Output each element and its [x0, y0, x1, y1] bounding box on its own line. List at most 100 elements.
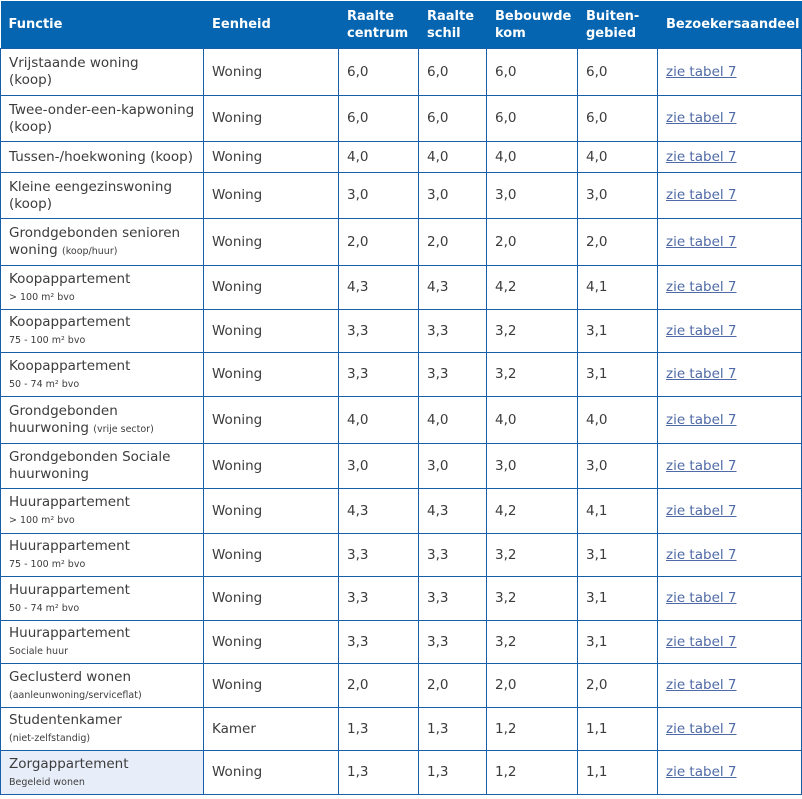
cell-bezoekersaandeel: zie tabel 7	[657, 218, 802, 266]
cell-value: 3,1	[577, 576, 658, 621]
cell-functie: Koopappartement > 100 m² bvo	[0, 265, 204, 310]
cell-value: 4,0	[338, 141, 419, 173]
zie-tabel-7-link[interactable]: zie tabel 7	[666, 546, 737, 563]
cell-value: 3,0	[418, 443, 487, 489]
cell-value: 2,0	[338, 663, 419, 708]
functie-label: Twee-onder-een-kapwoning	[9, 101, 195, 118]
zie-tabel-7-link[interactable]: zie tabel 7	[666, 366, 737, 382]
functie-label: Huurappartement	[9, 581, 130, 598]
cell-value: 1,3	[418, 750, 487, 795]
zie-tabel-7-link[interactable]: zie tabel 7	[666, 148, 737, 165]
cell-value: 3,3	[338, 576, 419, 621]
cell-functie: Studentenkamer (niet-zelfstandig)	[0, 707, 204, 751]
cell-eenheid: Woning	[203, 750, 339, 795]
table-row: Huurappartement Sociale huur Woning 3,3 3,3 3…	[0, 620, 802, 664]
functie-label: Grondgebonden senioren	[9, 225, 181, 241]
zie-tabel-7-link[interactable]: zie tabel 7	[666, 457, 737, 474]
table-row: Koopappartement 75 - 100 m² bvo Woning 3,3 3…	[0, 309, 802, 353]
cell-value: 3,3	[418, 533, 487, 577]
cell-value: 3,0	[418, 172, 487, 219]
cell-value: 4,2	[486, 265, 578, 310]
cell-functie: Koopappartement 50 - 74 m² bvo	[0, 352, 204, 397]
header-label: schil	[427, 25, 461, 41]
cell-value: 3,0	[577, 443, 658, 489]
functie-sublabel: Begeleid wonen	[9, 776, 85, 788]
cell-bezoekersaandeel: zie tabel 7	[657, 663, 802, 708]
zie-tabel-7-link[interactable]: zie tabel 7	[666, 233, 737, 250]
cell-eenheid: Woning	[203, 265, 339, 310]
zie-tabel-7-link[interactable]: zie tabel 7	[666, 411, 737, 428]
cell-eenheid: Woning	[203, 533, 339, 577]
zie-tabel-7-link[interactable]: zie tabel 7	[666, 764, 737, 780]
zie-tabel-7-link[interactable]: zie tabel 7	[666, 502, 737, 519]
functie-label-line2: (koop)	[9, 72, 52, 88]
table-row: Koopappartement > 100 m² bvo Woning 4,3 4,3 4…	[0, 265, 802, 310]
cell-value: 6,0	[338, 48, 419, 96]
cell-bezoekersaandeel: zie tabel 7	[657, 352, 802, 397]
cell-functie: Zorgappartement Begeleid wonen	[0, 750, 204, 795]
header-label: Functie	[8, 17, 63, 32]
cell-bezoekersaandeel: zie tabel 7	[657, 443, 802, 489]
table-row: Grondgebonden Sociale huurwoning Woning 3,0…	[0, 443, 802, 489]
zie-tabel-7-link[interactable]: zie tabel 7	[666, 677, 737, 693]
functie-label: Huurappartement	[9, 494, 130, 510]
cell-value: 3,3	[338, 309, 419, 353]
cell-value: 1,3	[338, 750, 419, 795]
cell-bezoekersaandeel: zie tabel 7	[657, 533, 802, 577]
zie-tabel-7-link[interactable]: zie tabel 7	[666, 590, 737, 606]
cell-bezoekersaandeel: zie tabel 7	[657, 172, 802, 219]
cell-eenheid: Woning	[203, 396, 339, 444]
functie-sublabel: (vrije sector)	[93, 424, 154, 435]
cell-value: 1,3	[418, 707, 487, 751]
functie-label-line2: huurwoning	[9, 466, 89, 482]
cell-value: 2,0	[577, 663, 658, 708]
cell-eenheid: Woning	[203, 620, 339, 664]
functie-label-line2: (koop)	[9, 118, 52, 135]
cell-bezoekersaandeel: zie tabel 7	[657, 48, 802, 96]
cell-bezoekersaandeel: zie tabel 7	[657, 265, 802, 310]
functie-label: Tussen-/hoekwoning (koop)	[9, 148, 194, 165]
cell-value: 3,3	[338, 620, 419, 664]
cell-value: 2,0	[338, 218, 419, 266]
table-row: Koopappartement 50 - 74 m² bvo Woning 3,3 3,…	[0, 352, 802, 397]
cell-eenheid: Woning	[203, 488, 339, 534]
zie-tabel-7-link[interactable]: zie tabel 7	[666, 187, 737, 203]
cell-functie: Grondgebonden Sociale huurwoning	[0, 443, 204, 489]
functie-label: Huurappartement	[9, 538, 130, 554]
zie-tabel-7-link[interactable]: zie tabel 7	[666, 633, 737, 650]
cell-value: 3,0	[486, 443, 578, 489]
cell-functie: Tussen-/hoekwoning (koop)	[0, 141, 204, 173]
header-row: Functie Eenheid Raalte centrum Raalte schil Be…	[0, 1, 802, 49]
table-row: Twee-onder-een-kapwoning (koop) Woning 6,0 6…	[0, 95, 802, 142]
functie-label: Huurappartement	[9, 625, 130, 641]
zie-tabel-7-link[interactable]: zie tabel 7	[666, 63, 737, 80]
zie-tabel-7-link[interactable]: zie tabel 7	[666, 720, 737, 737]
zie-tabel-7-link[interactable]: zie tabel 7	[666, 279, 737, 295]
cell-functie: Grondgebonden huurwoning (vrije sector)	[0, 396, 204, 444]
cell-value: 4,0	[486, 141, 578, 173]
cell-value: 4,0	[338, 396, 419, 444]
cell-bezoekersaandeel: zie tabel 7	[657, 95, 802, 142]
functie-sublabel: 75 - 100 m² bvo	[9, 335, 86, 346]
cell-value: 6,0	[577, 48, 658, 96]
cell-value: 4,0	[418, 141, 487, 173]
functie-sublabel: 75 - 100 m² bvo	[9, 559, 86, 570]
cell-value: 3,1	[577, 620, 658, 664]
cell-value: 3,2	[486, 576, 578, 621]
functie-label-line2: (koop)	[9, 195, 52, 212]
zie-tabel-7-link[interactable]: zie tabel 7	[666, 110, 737, 126]
cell-bezoekersaandeel: zie tabel 7	[657, 576, 802, 621]
functie-label: Kleine eengezinswoning	[9, 178, 173, 195]
functie-sublabel: 50 - 74 m² bvo	[9, 602, 80, 614]
zie-tabel-7-link[interactable]: zie tabel 7	[666, 322, 737, 339]
cell-eenheid: Woning	[203, 663, 339, 708]
header-label: Bezoekersaandeel	[666, 17, 800, 32]
cell-value: 1,2	[486, 707, 578, 751]
cell-functie: Huurappartement > 100 m² bvo	[0, 488, 204, 534]
cell-value: 1,1	[577, 750, 658, 795]
cell-value: 2,0	[418, 218, 487, 266]
functie-label: Vrijstaande woning	[9, 55, 139, 71]
cell-eenheid: Woning	[203, 576, 339, 621]
cell-functie: Kleine eengezinswoning (koop)	[0, 172, 204, 219]
column-header: Raalte schil	[418, 1, 487, 49]
